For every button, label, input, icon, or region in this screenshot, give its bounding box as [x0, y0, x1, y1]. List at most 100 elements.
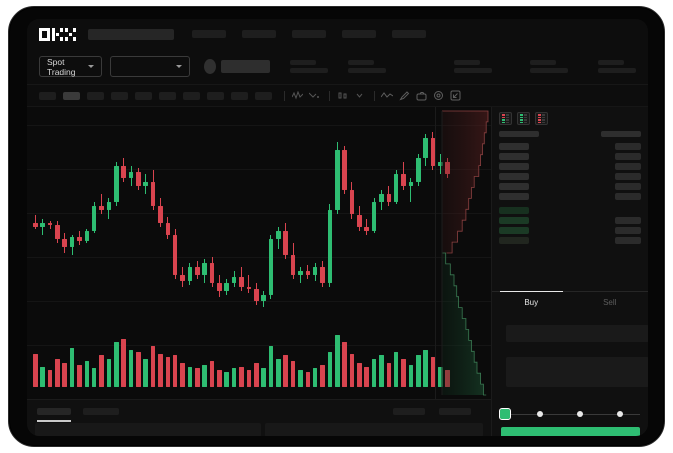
timeframe-3[interactable] — [87, 91, 104, 100]
ob-mode-both[interactable] — [499, 112, 512, 125]
bottom-action-1[interactable] — [393, 408, 425, 415]
candle-body — [283, 230, 288, 255]
timeframe-2[interactable] — [63, 91, 80, 100]
ask-amount — [615, 182, 641, 190]
timeframe-9[interactable] — [231, 91, 248, 100]
candle-body — [386, 194, 392, 203]
ob-mode-bids[interactable] — [517, 112, 530, 125]
slider-handle[interactable] — [499, 408, 511, 420]
ask-price — [499, 162, 529, 170]
nav-item-4[interactable] — [342, 30, 376, 38]
slider-step-25[interactable] — [537, 411, 543, 417]
nav-item-5[interactable] — [392, 30, 426, 38]
pair-select-dropdown[interactable] — [109, 56, 191, 77]
tab-open-orders[interactable] — [37, 408, 71, 422]
candle — [438, 107, 443, 322]
ob-mode-asks[interactable] — [535, 112, 548, 125]
volume-bar — [305, 372, 311, 387]
candle — [165, 107, 171, 322]
orders-panel — [27, 399, 491, 436]
compare-icon[interactable] — [307, 89, 321, 102]
candle-body — [55, 224, 60, 239]
column-header-price — [499, 131, 539, 137]
orderbook-ask-row[interactable] — [492, 191, 648, 201]
candle-body — [172, 234, 178, 275]
candle-type-icon[interactable] — [335, 89, 349, 102]
volume-bar — [327, 351, 333, 387]
candle — [180, 107, 185, 322]
settings-icon[interactable] — [431, 89, 445, 102]
candle — [312, 107, 318, 322]
candle-body — [114, 166, 119, 203]
logo-glyph-o — [39, 27, 50, 41]
chevron-down-icon[interactable] — [352, 89, 366, 102]
chevron-down-icon — [87, 65, 94, 68]
orderbook-ask-row[interactable] — [492, 171, 648, 181]
volume-bar — [136, 351, 141, 387]
timeframe-7[interactable] — [183, 91, 200, 100]
candle-body — [165, 222, 171, 235]
fullscreen-icon[interactable] — [448, 89, 462, 102]
slider-step-50[interactable] — [577, 411, 583, 417]
slider-step-75[interactable] — [617, 411, 623, 417]
timeframe-1[interactable] — [39, 91, 56, 100]
candle-body — [143, 182, 149, 187]
pair-name-label — [221, 60, 271, 73]
depth-chart[interactable] — [435, 107, 491, 399]
volume-bar — [121, 338, 126, 387]
stat-label — [454, 60, 481, 65]
candle — [231, 107, 237, 322]
candle-body — [261, 294, 266, 301]
nav-item-1[interactable] — [192, 30, 226, 38]
candle — [77, 107, 82, 322]
ask-amount — [615, 142, 641, 150]
orderbook-bid-row[interactable] — [492, 205, 648, 215]
candle-body — [40, 222, 45, 227]
okx-logo[interactable] — [39, 27, 76, 41]
indicator-icon[interactable] — [290, 89, 304, 102]
timeframe-8[interactable] — [207, 91, 224, 100]
candle — [209, 107, 215, 322]
depth-line — [442, 252, 487, 396]
orderbook-ask-row[interactable] — [492, 151, 648, 161]
volume-bar — [290, 361, 296, 387]
search-input[interactable] — [88, 28, 174, 40]
price-chart[interactable] — [27, 107, 491, 399]
orderbook-bid-row[interactable] — [492, 235, 648, 245]
candle — [371, 107, 377, 322]
orderbook-ask-row[interactable] — [492, 181, 648, 191]
candle — [172, 107, 178, 322]
timeframe-5[interactable] — [135, 91, 152, 100]
tab-order-history[interactable] — [83, 408, 119, 415]
order-amount-field[interactable] — [506, 357, 648, 387]
trading-mode-dropdown[interactable]: Spot Trading — [39, 56, 102, 77]
timeframe-6[interactable] — [159, 91, 176, 100]
submit-buy-button[interactable] — [501, 427, 640, 436]
pencil-icon[interactable] — [397, 89, 411, 102]
trading-mode-label: Spot Trading — [47, 56, 76, 77]
bottom-action-2[interactable] — [439, 408, 471, 415]
orderbook-ask-row[interactable] — [492, 141, 648, 151]
line-chart-icon[interactable] — [380, 89, 394, 102]
order-price-field[interactable] — [506, 325, 648, 342]
nav-item-3[interactable] — [292, 30, 326, 38]
orderbook-ask-row[interactable] — [492, 161, 648, 171]
tab-buy[interactable]: Buy — [492, 290, 571, 313]
stat-label — [348, 60, 375, 65]
chart-gridlines — [27, 107, 491, 399]
timeframe-10[interactable] — [255, 91, 272, 100]
candle — [393, 107, 399, 322]
ticker-stat-1 — [290, 60, 329, 73]
nav-item-2[interactable] — [242, 30, 276, 38]
candle-body — [357, 214, 362, 227]
volume-bar — [312, 368, 318, 387]
camera-icon[interactable] — [414, 89, 428, 102]
timeframe-4[interactable] — [111, 91, 128, 100]
tab-sell[interactable]: Sell — [571, 292, 649, 313]
orderbook-bid-row[interactable] — [492, 225, 648, 235]
orderbook-bid-row[interactable] — [492, 215, 648, 225]
volume-bar — [415, 355, 421, 387]
bid-price — [499, 236, 529, 244]
candle — [239, 107, 244, 322]
amount-percent-slider[interactable] — [499, 408, 640, 421]
